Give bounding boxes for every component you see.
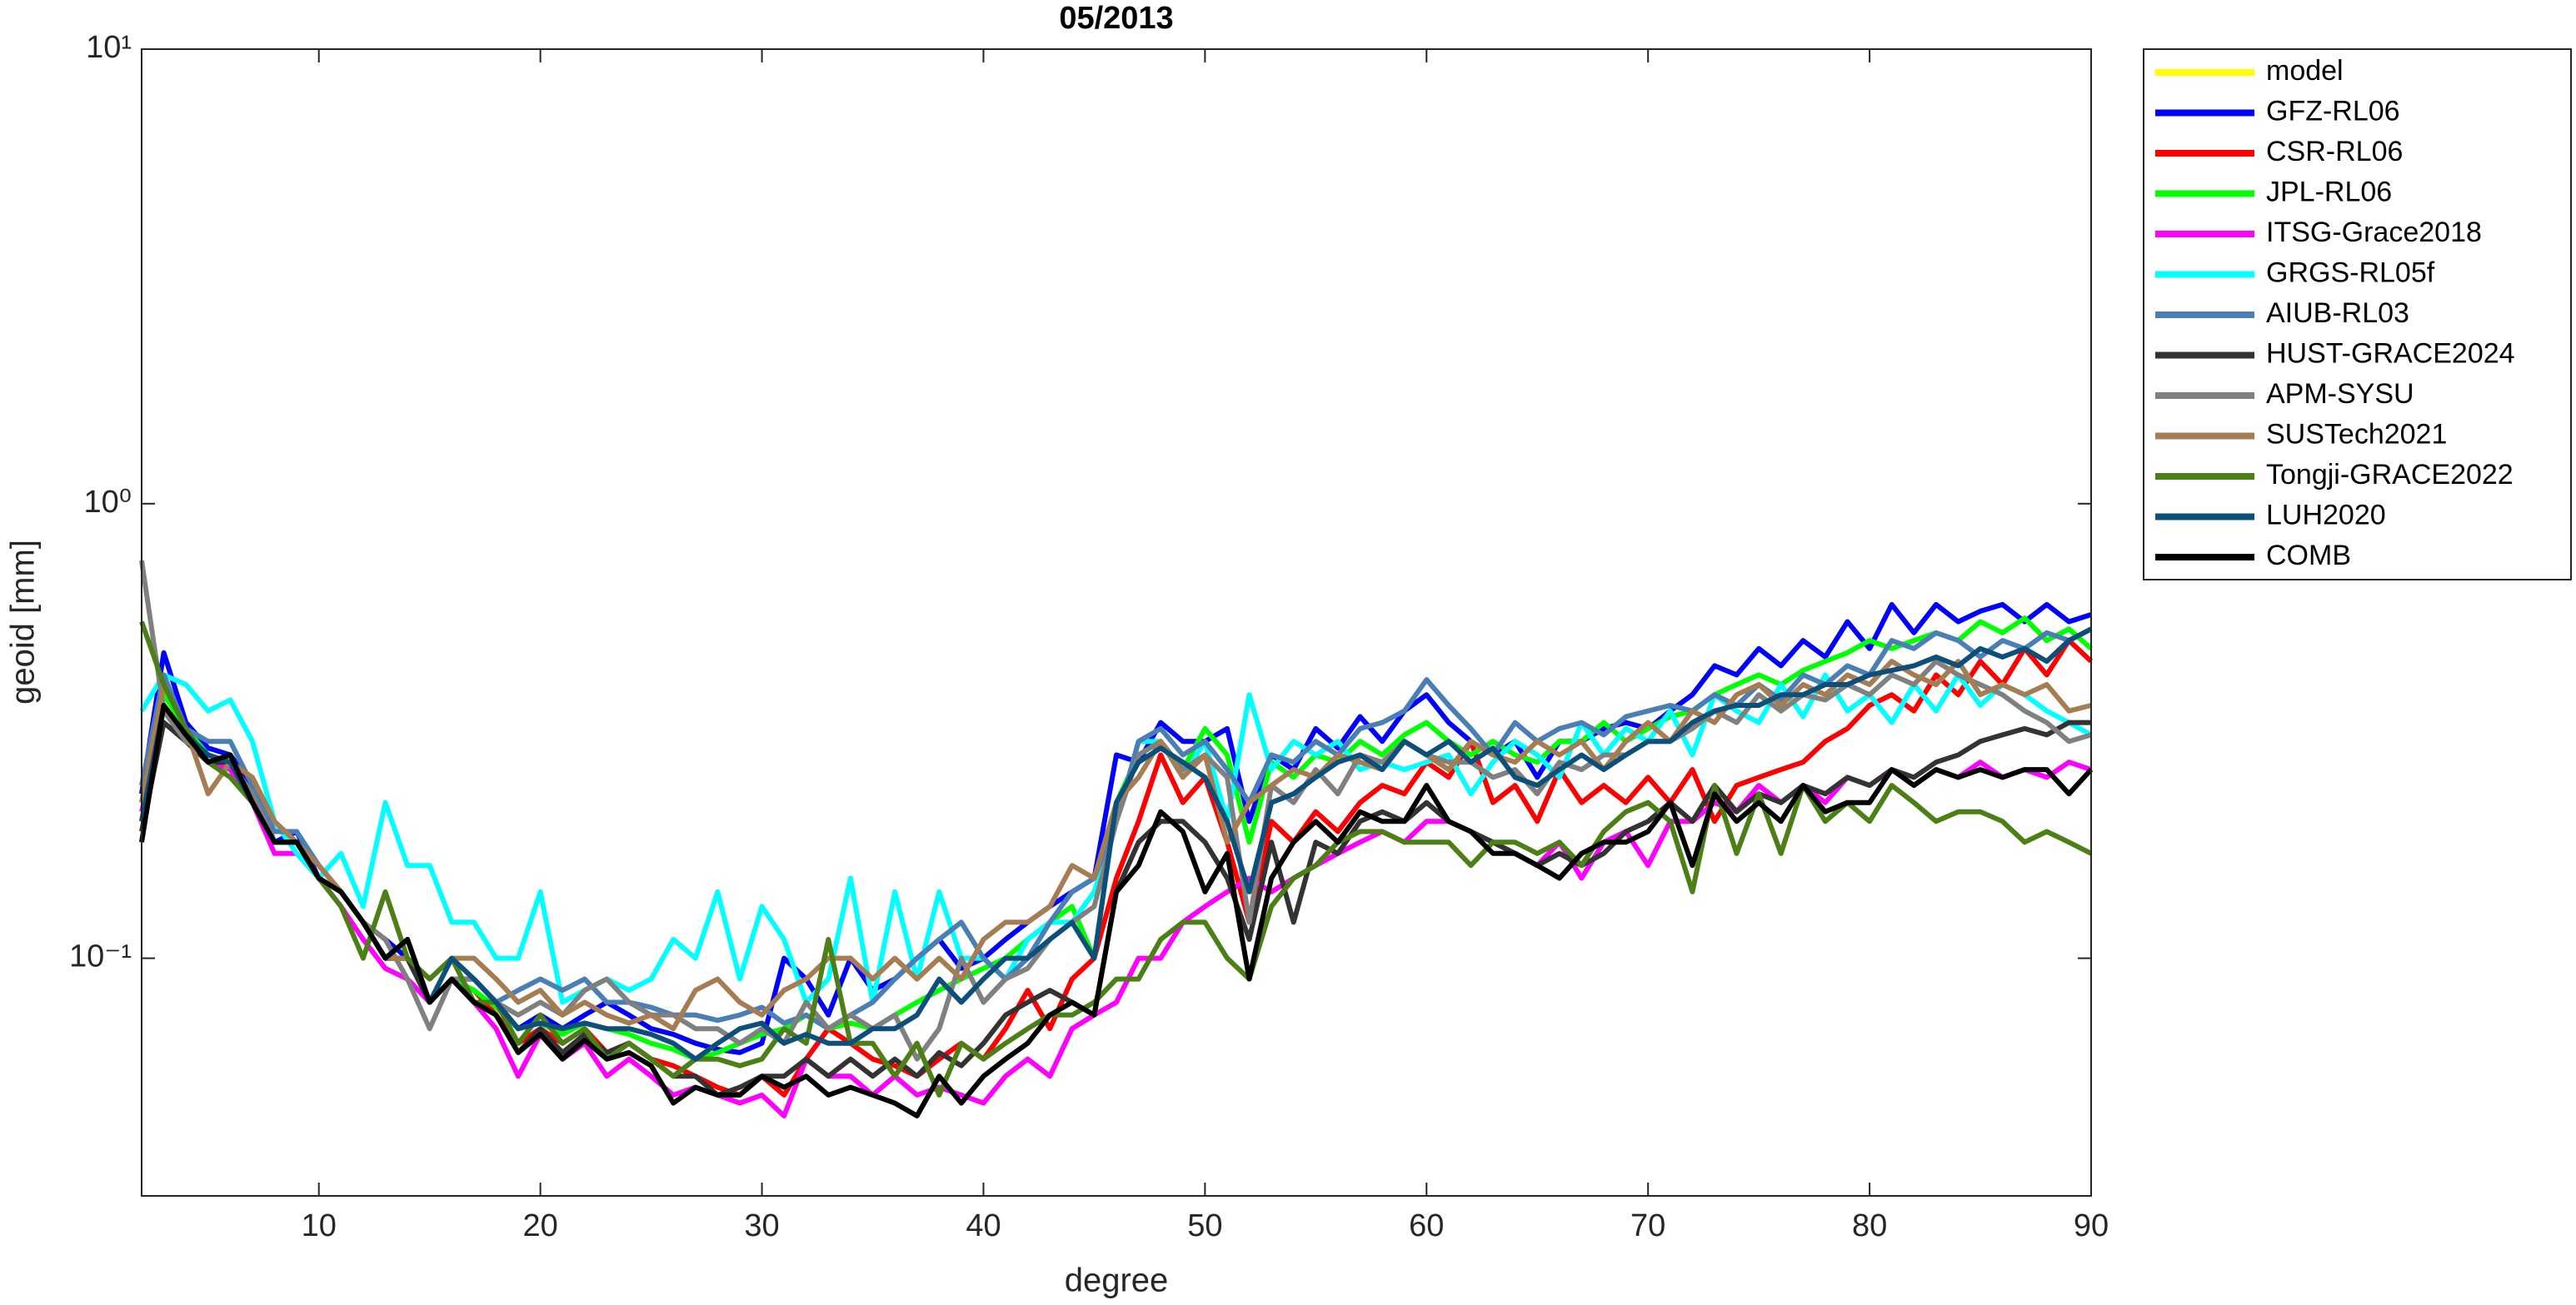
x-tick-label: 60 — [1409, 1208, 1444, 1243]
legend-label: SUSTech2021 — [2266, 418, 2447, 450]
x-tick-label: 90 — [2074, 1208, 2109, 1243]
x-tick-label: 30 — [744, 1208, 779, 1243]
series-line — [139, 620, 2093, 1098]
legend-label: COMB — [2266, 540, 2351, 571]
legend-label: Tongji-GRACE2022 — [2266, 459, 2514, 491]
x-tick-label: 20 — [522, 1208, 557, 1243]
legend-label: HUST-GRACE2024 — [2266, 337, 2515, 369]
y-tick-label: 10⁰ — [83, 485, 132, 520]
plot-area — [139, 560, 2094, 1118]
legend-label: ITSG-Grace2018 — [2266, 217, 2482, 248]
x-tick-label: 50 — [1187, 1208, 1222, 1243]
x-tick-label: 70 — [1630, 1208, 1665, 1243]
legend-label: CSR-RL06 — [2266, 136, 2403, 167]
legend-label: AIUB-RL03 — [2266, 297, 2409, 329]
y-tick-label: 10⁻¹ — [69, 939, 132, 974]
legend-label: GRGS-RL05f — [2266, 257, 2435, 288]
x-axis-label: degree — [1065, 1263, 1169, 1299]
x-tick-label: 80 — [1852, 1208, 1887, 1243]
y-tick-label: 10¹ — [86, 30, 132, 65]
series-line — [139, 626, 2093, 1062]
legend-label: LUH2020 — [2266, 499, 2386, 530]
y-axis-label: geoid [mm] — [5, 540, 42, 705]
legend-label: model — [2266, 55, 2344, 87]
legend-label: APM-SYSU — [2266, 378, 2414, 410]
legend-label: GFZ-RL06 — [2266, 95, 2400, 127]
x-tick-label: 40 — [966, 1208, 1001, 1243]
legend-label: JPL-RL06 — [2266, 176, 2392, 207]
chart-title: 05/2013 — [1059, 1, 1173, 36]
x-tick-label: 10 — [302, 1208, 337, 1243]
axes-box — [141, 48, 2092, 1197]
series-line — [139, 703, 2094, 1118]
